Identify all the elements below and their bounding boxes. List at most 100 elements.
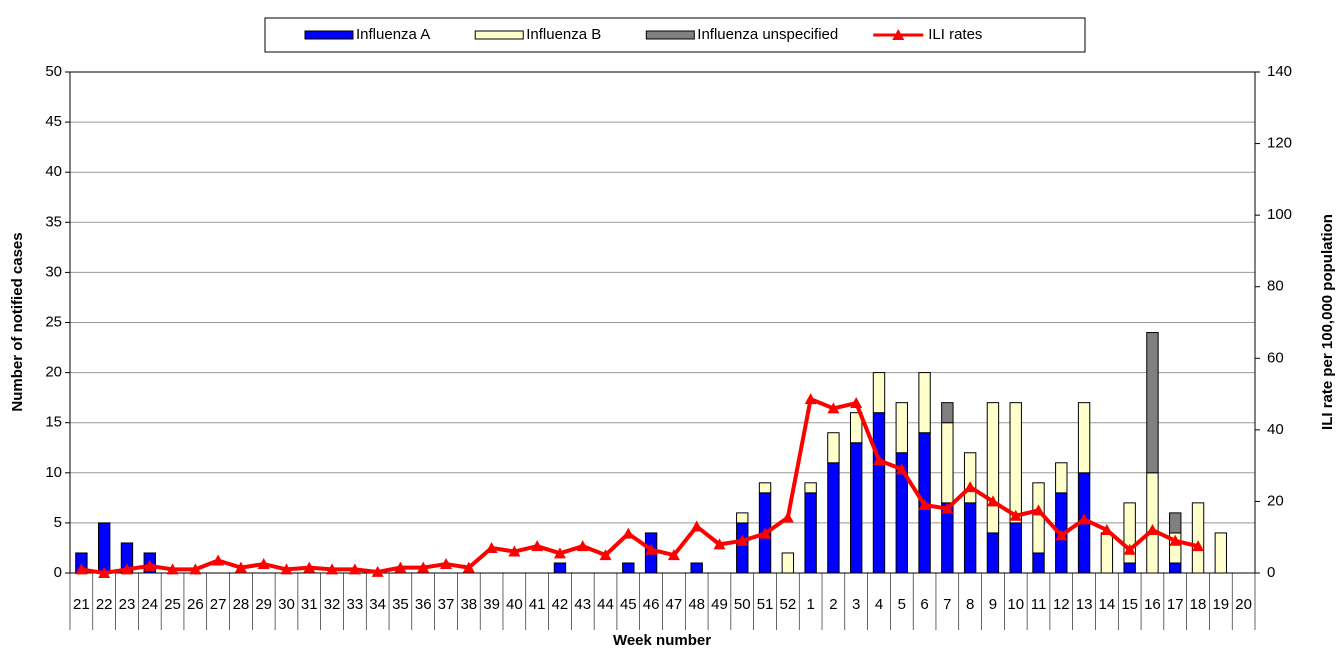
legend-label: Influenza unspecified xyxy=(697,26,838,43)
y-tick-label: 15 xyxy=(45,414,62,431)
x-tick-label: 32 xyxy=(324,596,341,613)
y2-tick-label: 140 xyxy=(1267,63,1292,80)
x-tick-label: 52 xyxy=(779,596,796,613)
x-tick-label: 31 xyxy=(301,596,318,613)
x-tick-label: 35 xyxy=(392,596,409,613)
line-marker xyxy=(645,543,658,555)
x-tick-label: 36 xyxy=(415,596,432,613)
y2-tick-label: 0 xyxy=(1267,564,1275,581)
line-marker xyxy=(394,561,407,573)
bar xyxy=(963,452,977,504)
x-tick-label: 4 xyxy=(875,596,883,613)
bar xyxy=(872,412,886,574)
bar xyxy=(1123,502,1136,564)
y-tick-label: 35 xyxy=(45,213,62,230)
x-tick-label: 29 xyxy=(255,596,272,613)
bar xyxy=(1169,562,1182,574)
line-marker xyxy=(120,563,133,575)
y-tick-label: 5 xyxy=(54,514,62,531)
bar xyxy=(804,482,817,494)
line-marker xyxy=(1192,540,1205,552)
y-tick-label: 45 xyxy=(45,113,62,130)
line-marker xyxy=(690,520,703,532)
x-tick-label: 48 xyxy=(688,596,705,613)
line-marker xyxy=(508,545,521,557)
bar xyxy=(781,552,795,574)
y-tick-label: 30 xyxy=(45,263,62,280)
x-tick-label: 40 xyxy=(506,596,523,613)
line-marker xyxy=(1078,513,1091,525)
line-marker xyxy=(986,495,999,507)
bar xyxy=(1032,552,1045,574)
x-tick-label: 24 xyxy=(141,596,158,613)
y-tick-label: 50 xyxy=(45,63,62,80)
x-tick-label: 41 xyxy=(529,596,546,613)
line-marker xyxy=(326,563,339,575)
x-tick-label: 28 xyxy=(233,596,250,613)
bar xyxy=(1100,532,1114,574)
bar xyxy=(850,412,863,444)
x-tick-label: 19 xyxy=(1212,596,1229,613)
line-marker xyxy=(462,561,475,573)
line-marker xyxy=(212,554,225,566)
line-marker xyxy=(941,502,954,514)
x-tick-label: 50 xyxy=(734,596,751,613)
line-marker xyxy=(303,561,316,573)
line-marker xyxy=(964,481,977,493)
bar xyxy=(918,372,931,434)
x-tick-label: 11 xyxy=(1031,596,1047,613)
bar xyxy=(872,372,886,414)
x-tick-label: 20 xyxy=(1235,596,1252,613)
legend-swatch xyxy=(474,30,524,40)
line-marker xyxy=(827,402,840,414)
line-marker xyxy=(599,549,612,561)
bar xyxy=(827,462,840,574)
bar xyxy=(1009,402,1022,524)
y2-tick-label: 80 xyxy=(1267,278,1284,295)
bar xyxy=(1123,562,1136,574)
line-marker xyxy=(485,541,498,553)
line-marker xyxy=(348,563,361,575)
x-tick-label: 37 xyxy=(438,596,455,613)
bar xyxy=(986,532,1000,574)
line-marker xyxy=(736,534,749,546)
bar xyxy=(850,442,863,574)
legend-swatch xyxy=(892,29,905,40)
legend-swatch xyxy=(645,30,695,40)
bar xyxy=(736,512,749,524)
bar xyxy=(553,562,567,574)
bar xyxy=(97,522,111,574)
y-tick-label: 0 xyxy=(54,564,62,581)
line-marker xyxy=(1146,524,1159,536)
x-tick-label: 17 xyxy=(1167,596,1184,613)
line-marker xyxy=(576,540,589,552)
y-tick-label: 10 xyxy=(45,464,62,481)
x-tick-label: 25 xyxy=(164,596,181,613)
bar xyxy=(1146,472,1159,574)
line-marker xyxy=(280,563,293,575)
x-tick-label: 47 xyxy=(666,596,683,613)
line-marker xyxy=(1055,529,1068,541)
line-marker xyxy=(713,538,726,550)
y-tick-label: 20 xyxy=(45,364,62,381)
x-tick-label: 33 xyxy=(347,596,364,613)
x-tick-label: 21 xyxy=(73,596,90,613)
legend-label: Influenza A xyxy=(356,26,430,43)
line-marker xyxy=(1123,543,1136,555)
bar xyxy=(986,402,1000,534)
line-marker xyxy=(1009,509,1022,521)
x-tick-label: 46 xyxy=(643,596,660,613)
bar xyxy=(827,432,840,464)
bar xyxy=(804,492,817,574)
x-tick-label: 44 xyxy=(597,596,614,613)
line-marker xyxy=(667,549,680,561)
bar xyxy=(1214,532,1228,574)
line-marker xyxy=(918,499,931,511)
line-marker xyxy=(781,511,794,523)
bar xyxy=(1032,482,1045,554)
bar xyxy=(1146,332,1159,474)
bar xyxy=(758,482,772,494)
line-marker xyxy=(1100,524,1113,536)
